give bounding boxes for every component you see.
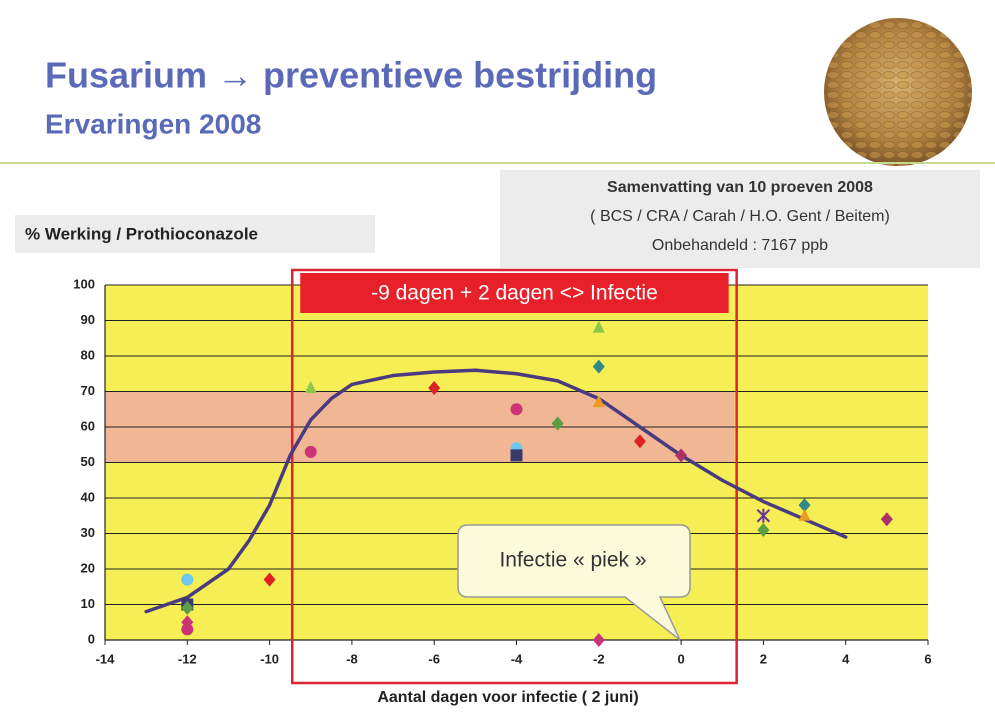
y-tick-label: 70 bbox=[81, 383, 95, 398]
point bbox=[798, 508, 811, 521]
point bbox=[551, 416, 564, 431]
y-label-box bbox=[15, 215, 375, 253]
subtitle: Ervaringen 2008 bbox=[45, 108, 261, 139]
point bbox=[592, 359, 605, 374]
highlight-box bbox=[290, 268, 738, 685]
summary-box bbox=[500, 170, 980, 268]
point bbox=[304, 445, 317, 458]
summary-line: ( BCS / CRA / Carah / H.O. Gent / Beitem… bbox=[590, 208, 890, 225]
x-tick-label: -8 bbox=[346, 651, 358, 666]
x-tick-label: 0 bbox=[677, 651, 684, 666]
highlight-header bbox=[300, 273, 729, 313]
summary-line: Samenvatting van 10 proeven 2008 bbox=[607, 179, 873, 196]
point bbox=[756, 508, 771, 523]
x-axis-label: Aantal dagen voor infectie ( 2 juni) bbox=[377, 689, 638, 706]
y-tick-label: 0 bbox=[88, 631, 95, 646]
x-tick-label: -10 bbox=[260, 651, 279, 666]
point bbox=[181, 573, 194, 586]
point bbox=[592, 320, 605, 333]
point bbox=[263, 572, 276, 587]
x-tick-label: -4 bbox=[511, 651, 523, 666]
x-tick-label: -14 bbox=[96, 651, 116, 666]
y-tick-label: 10 bbox=[81, 596, 95, 611]
x-tick-label: 2 bbox=[760, 651, 767, 666]
point bbox=[633, 434, 646, 449]
y-tick-label: 50 bbox=[81, 454, 95, 469]
title: Fusarium → preventieve bestrijding bbox=[45, 55, 657, 96]
y-tick-label: 80 bbox=[81, 347, 95, 362]
point bbox=[304, 380, 317, 393]
highlight-label: -9 dagen + 2 dagen <> Infectie bbox=[371, 282, 658, 305]
y-tick-label: 40 bbox=[81, 489, 95, 504]
y-tick-label: 100 bbox=[73, 276, 95, 291]
summary-line: Onbehandeld : 7167 ppb bbox=[652, 237, 828, 254]
point bbox=[181, 601, 194, 616]
wheat-texture bbox=[824, 18, 972, 166]
x-tick-label: 4 bbox=[842, 651, 850, 666]
point bbox=[880, 512, 893, 527]
trend-line bbox=[144, 368, 848, 614]
y-axis-label: % Werking / Prothioconazole bbox=[25, 224, 258, 243]
point bbox=[757, 522, 770, 537]
x-tick-label: -2 bbox=[593, 651, 605, 666]
y-tick-label: 20 bbox=[81, 560, 95, 575]
point bbox=[592, 633, 605, 647]
x-tick-label: -12 bbox=[178, 651, 197, 666]
y-tick-label: 90 bbox=[81, 312, 95, 327]
point bbox=[675, 448, 688, 463]
point bbox=[510, 403, 523, 416]
x-tick-label: 6 bbox=[924, 651, 931, 666]
point bbox=[428, 380, 441, 395]
point bbox=[592, 395, 605, 408]
x-tick-label: -6 bbox=[428, 651, 440, 666]
point bbox=[510, 449, 523, 462]
plot: 0 10 20 30 40 50 60 70 80 90 100 -14 -12 -10 -8 -6 -4 -2 0… bbox=[73, 268, 932, 685]
callout bbox=[457, 524, 691, 641]
point bbox=[798, 498, 811, 513]
point bbox=[181, 623, 194, 636]
callout-text: Infectie « piek » bbox=[499, 549, 646, 572]
y-tick-label: 60 bbox=[81, 418, 95, 433]
y-tick-label: 30 bbox=[81, 525, 95, 540]
